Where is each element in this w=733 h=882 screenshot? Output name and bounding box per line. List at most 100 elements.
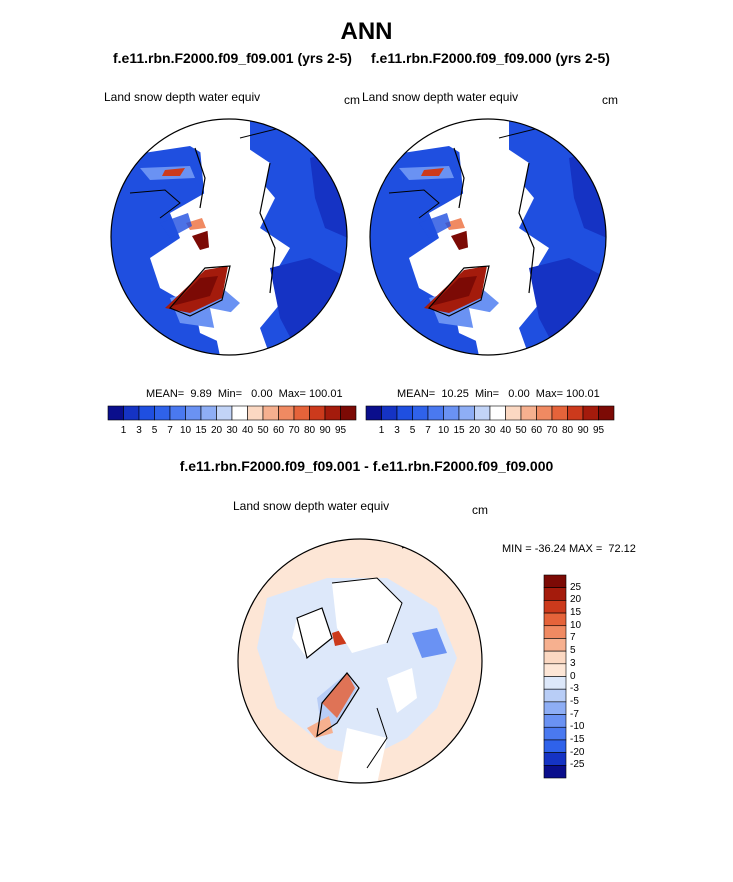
panel-1-colorbar-swatch xyxy=(123,405,140,421)
panel-1-colorbar-tick-label: 70 xyxy=(288,425,300,436)
panel-2-colorbar-swatch xyxy=(412,405,429,421)
panel-2-title: f.e11.rbn.F2000.f09_f09.000 (yrs 2-5) xyxy=(371,50,610,66)
panel-2-colorbar-tick-label: 7 xyxy=(425,425,431,436)
panel-2-colorbar-tick-label: 10 xyxy=(437,425,450,436)
panel-2-colorbar-tick-label: 5 xyxy=(409,425,416,436)
difference-colorbar-tick-label: -25 xyxy=(570,759,585,771)
difference-colorbar-swatch xyxy=(543,663,567,677)
panel-1-colorbar-tick-label: 40 xyxy=(241,425,254,436)
difference-colorbar-swatch xyxy=(543,676,567,690)
panel-1-colorbar-swatch xyxy=(107,405,124,421)
difference-colorbar-tick-label: 25 xyxy=(570,581,582,593)
difference-colorbar-tick-label: -20 xyxy=(570,746,585,758)
panel-1-colorbar-swatch xyxy=(293,405,310,421)
panel-2-map xyxy=(369,118,607,356)
difference-colorbar-tick-label: -3 xyxy=(570,683,579,695)
difference-colorbar-swatch xyxy=(543,638,567,652)
panel-2-colorbar-swatch xyxy=(365,405,382,421)
panel-2-colorbar-swatch xyxy=(396,405,413,421)
difference-colorbar-swatch xyxy=(543,587,567,601)
difference-colorbar-tick-label: -5 xyxy=(570,695,579,707)
difference-colorbar-swatch xyxy=(543,612,567,627)
difference-colorbar-swatch xyxy=(543,752,567,766)
panel-1-colorbar-tick-label: 90 xyxy=(319,425,331,436)
panel-2-colorbar-swatch xyxy=(598,405,615,421)
panel-2-colorbar-swatch xyxy=(551,405,568,421)
panel-2-units: cm xyxy=(602,93,618,107)
difference-colorbar-tick-label: 20 xyxy=(570,594,582,606)
panel-1-colorbar-tick-label: 60 xyxy=(272,425,285,436)
panel-1-colorbar-tick-label: 1 xyxy=(120,425,127,436)
difference-colorbar-swatch xyxy=(543,739,567,753)
difference-colorbar-tick-label: 3 xyxy=(570,657,576,669)
panel-2-colorbar-tick-label: 15 xyxy=(453,425,465,436)
difference-colorbar-swatch xyxy=(543,574,567,588)
panel-2-colorbar-tick-label: 50 xyxy=(515,425,527,436)
difference-minmax: MIN = -36.24 MAX = 72.12 xyxy=(502,543,636,555)
panel-2-colorbar-swatch xyxy=(458,405,475,421)
difference-colorbar-tick-label: 15 xyxy=(570,607,582,619)
difference-colorbar-swatch xyxy=(543,765,567,779)
panel-1-colorbar-tick-label: 20 xyxy=(210,425,223,436)
panel-2-colorbar-swatch xyxy=(567,405,584,421)
panel-2-colorbar-swatch xyxy=(520,405,537,421)
panel-2-colorbar-tick-label: 40 xyxy=(499,425,512,436)
panel-1-colorbar-swatch xyxy=(231,405,248,421)
panel-1-colorbar-swatch xyxy=(278,405,295,421)
difference-colorbar-swatch xyxy=(543,714,567,728)
panel-2-colorbar-tick-label: 60 xyxy=(530,425,543,436)
panel-2-colorbar-tick-label: 1 xyxy=(378,425,385,436)
difference-colorbar-tick-label: 10 xyxy=(570,619,582,631)
panel-2-colorbar xyxy=(365,405,615,421)
panel-1-colorbar-swatch xyxy=(138,405,155,421)
panel-1-colorbar-swatch xyxy=(154,405,171,421)
panel-2-colorbar-ticks: 1 3 5 7 10 15 20 30 40 50 60 70 80 90 95 xyxy=(366,425,614,439)
difference-colorbar xyxy=(543,574,567,779)
panel-2-colorbar-tick-label: 30 xyxy=(484,425,496,436)
difference-title: f.e11.rbn.F2000.f09_f09.001 - f.e11.rbn.… xyxy=(179,458,554,474)
difference-colorbar-swatch xyxy=(543,625,567,639)
panel-1-colorbar-tick-label: 10 xyxy=(179,425,192,436)
figure-title: ANN xyxy=(340,18,393,45)
panel-2-colorbar-tick-label: 95 xyxy=(592,425,605,436)
panel-2-colorbar-swatch xyxy=(474,405,491,421)
difference-colorbar-tick-label: 7 xyxy=(570,632,576,644)
panel-1-units: cm xyxy=(344,93,360,107)
panel-2-variable-label: Land snow depth water equiv xyxy=(362,90,519,104)
panel-1-colorbar-swatch xyxy=(200,405,217,421)
panel-1-map xyxy=(110,118,348,356)
difference-colorbar-swatch xyxy=(543,688,567,703)
panel-1-colorbar-swatch xyxy=(340,405,357,421)
panel-1-colorbar-tick-label: 5 xyxy=(151,425,158,436)
panel-2-colorbar-tick-label: 20 xyxy=(468,425,481,436)
difference-colorbar-swatch xyxy=(543,650,567,665)
panel-1-colorbar-tick-label: 3 xyxy=(136,425,142,436)
panel-2-colorbar-swatch xyxy=(443,405,460,421)
panel-2-colorbar-swatch xyxy=(427,405,444,421)
panel-1-colorbar-swatch xyxy=(247,405,264,421)
panel-2-colorbar-swatch xyxy=(582,405,599,421)
difference-colorbar-ticks: 25 20 15 10 7 5 3 0 -3 -5 -7 -10 -15 -20 -25 xyxy=(570,575,610,778)
difference-colorbar-tick-label: 5 xyxy=(570,645,576,657)
panel-1-colorbar-tick-label: 80 xyxy=(303,425,316,436)
panel-2-stats: MEAN= 10.25 Min= 0.00 Max= 100.01 xyxy=(397,388,600,400)
panel-2-colorbar-tick-label: 70 xyxy=(546,425,558,436)
panel-1-colorbar-swatch xyxy=(324,405,341,421)
difference-units: cm xyxy=(472,503,488,517)
difference-colorbar-tick-label: -15 xyxy=(570,733,585,745)
panel-1-colorbar xyxy=(107,405,357,421)
panel-2-colorbar-swatch xyxy=(536,405,553,421)
panel-1-colorbar-tick-label: 30 xyxy=(226,425,238,436)
difference-colorbar-tick-label: -7 xyxy=(570,708,579,720)
panel-1-variable-label: Land snow depth water equiv xyxy=(104,90,261,104)
difference-colorbar-swatch xyxy=(543,726,567,741)
panel-2-colorbar-tick-label: 80 xyxy=(561,425,574,436)
difference-variable-label: Land snow depth water equiv xyxy=(233,499,390,513)
difference-colorbar-swatch xyxy=(543,600,567,614)
panel-1-colorbar-swatch xyxy=(262,405,279,421)
panel-1-colorbar-swatch xyxy=(216,405,233,421)
panel-1-stats: MEAN= 9.89 Min= 0.00 Max= 100.01 xyxy=(146,388,343,400)
panel-1-colorbar-tick-label: 95 xyxy=(334,425,347,436)
panel-1-colorbar-ticks: 1 3 5 7 10 15 20 30 40 50 60 70 80 90 95 xyxy=(108,425,356,439)
panel-2-colorbar-swatch xyxy=(505,405,522,421)
